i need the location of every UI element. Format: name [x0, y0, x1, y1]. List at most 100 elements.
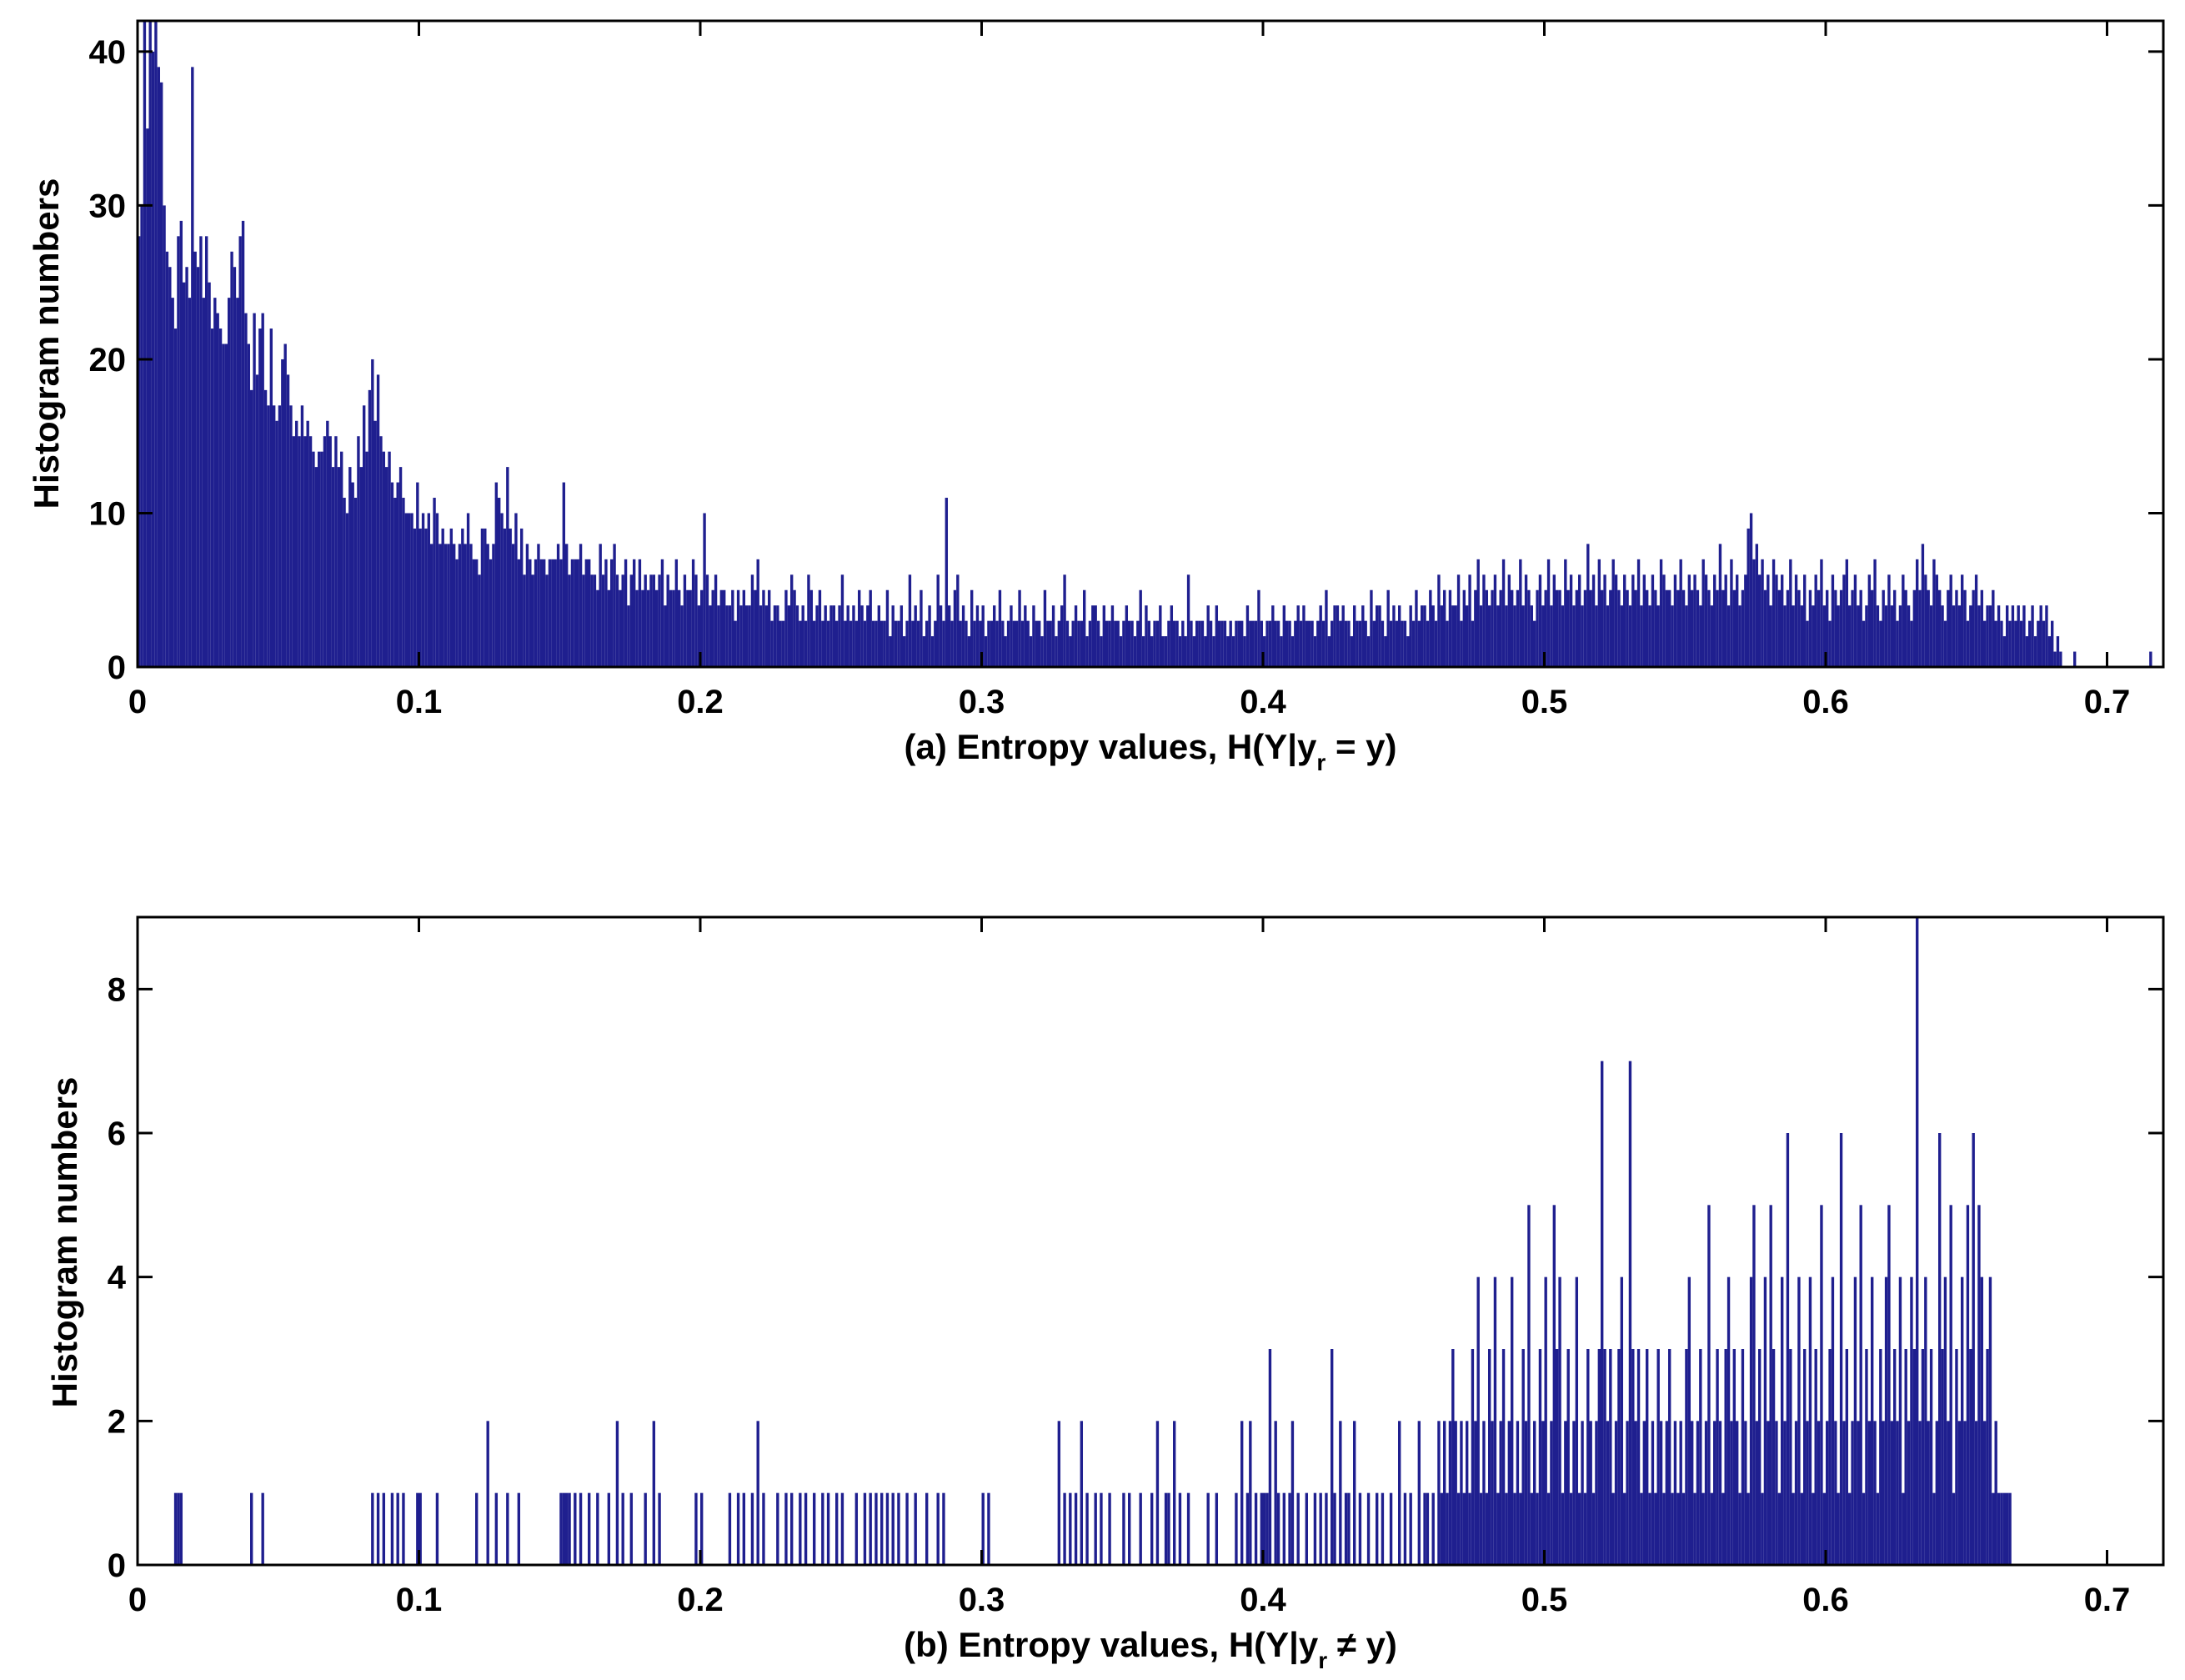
histogram-bar — [306, 420, 309, 667]
histogram-bar — [1451, 1349, 1455, 1565]
histogram-bar — [1409, 605, 1412, 667]
histogram-bar — [610, 559, 614, 667]
histogram-bar — [799, 620, 802, 667]
histogram-bar — [1364, 620, 1367, 667]
histogram-bar — [579, 544, 583, 667]
histogram-bar — [1566, 1349, 1570, 1565]
histogram-bar — [1071, 620, 1075, 667]
histogram-bar — [424, 528, 428, 667]
histogram-bar — [1268, 1349, 1272, 1565]
histogram-bar — [1440, 605, 1444, 667]
histogram-bar — [1867, 1421, 1872, 1565]
histogram-bar — [1524, 1421, 1528, 1565]
histogram-bar — [1763, 589, 1767, 667]
histogram-bar — [1282, 1492, 1286, 1565]
histogram-bar — [1057, 1421, 1061, 1565]
histogram-bar — [475, 559, 479, 667]
histogram-bar — [1842, 574, 1846, 667]
histogram-bar — [1797, 589, 1801, 667]
histogram-bar — [466, 513, 470, 667]
histogram-bar — [261, 1492, 264, 1565]
histogram-bar — [1155, 620, 1160, 667]
histogram-bar — [292, 436, 296, 667]
histogram-bar — [1226, 636, 1230, 667]
histogram-bar — [1707, 1205, 1711, 1565]
histogram-bar — [1713, 574, 1716, 667]
histogram-bar — [1437, 574, 1441, 667]
histogram-bar — [846, 605, 849, 667]
histogram-bar — [1491, 1421, 1494, 1565]
histogram-bar — [1237, 620, 1241, 667]
histogram-bar — [1671, 1492, 1674, 1565]
histogram-bar — [885, 589, 890, 667]
histogram-bar — [1988, 1276, 1992, 1565]
axes-frame-b — [136, 915, 2165, 1567]
histogram-bar — [1378, 605, 1381, 667]
histogram-bar — [1879, 620, 1882, 667]
histogram-bar — [517, 1492, 521, 1565]
histogram-bar — [236, 298, 239, 667]
histogram-bar — [1789, 559, 1792, 667]
histogram-bar — [762, 1492, 765, 1565]
histogram-bar — [649, 574, 653, 667]
y-tick-label: 40 — [89, 34, 127, 71]
histogram-bar — [584, 559, 589, 667]
histogram-bar — [641, 589, 644, 667]
histogram-bar — [1299, 620, 1303, 667]
histogram-bar — [1507, 574, 1511, 667]
histogram-bar — [1583, 589, 1587, 667]
histogram-bar — [588, 559, 591, 667]
histogram-bar — [1755, 1421, 1759, 1565]
histogram-bar — [764, 605, 769, 667]
histogram-bar — [1651, 574, 1655, 667]
histogram-bar — [1656, 1349, 1660, 1565]
histogram-bar — [1876, 1492, 1880, 1565]
histogram-bar — [1943, 1276, 1947, 1565]
histogram-bar — [475, 1492, 479, 1565]
histogram-bar — [1736, 574, 1739, 667]
histogram-bar — [1980, 589, 1984, 667]
histogram-panel-b: 0 0.1 0.2 0.3 0.4 0.5 0.6 0.7 0 2 4 6 8 Histogram nu… — [45, 915, 2165, 1673]
histogram-bar — [1929, 605, 1933, 667]
histogram-bar — [697, 605, 701, 667]
histogram-bar — [433, 498, 436, 667]
y-tick-label: 8 — [108, 971, 126, 1008]
histogram-bar — [365, 451, 368, 667]
histogram-bar — [1519, 1492, 1522, 1565]
x-axis-label-b-pre: (b) Entropy values, H(Y|y — [904, 1625, 1319, 1665]
histogram-bar — [1049, 620, 1052, 667]
histogram-bar — [261, 313, 264, 667]
histogram-bar — [840, 574, 844, 667]
histogram-bar — [511, 544, 515, 667]
histogram-bar — [1744, 574, 1747, 667]
histogram-bar — [1218, 620, 1221, 667]
histogram-bar — [1912, 1349, 1917, 1565]
histogram-bar — [1803, 574, 1807, 667]
histogram-bar — [199, 236, 203, 668]
histogram-bar — [1204, 636, 1207, 667]
histogram-bar — [1139, 589, 1142, 667]
histogram-bar — [1907, 605, 1911, 667]
histogram-bar — [1331, 1349, 1334, 1565]
histogram-bar — [1726, 1276, 1731, 1565]
histogram-bar — [1245, 605, 1250, 667]
histogram-bar — [1749, 513, 1753, 667]
histogram-bar — [1200, 620, 1205, 667]
histogram-bar — [588, 1492, 591, 1565]
histogram-bar — [1873, 1421, 1877, 1565]
histogram-bar — [1173, 1421, 1176, 1565]
histogram-bar — [208, 282, 211, 667]
histogram-bar — [1873, 559, 1877, 667]
histogram-bar — [218, 328, 223, 667]
y-tick-label: 2 — [108, 1403, 126, 1440]
histogram-bar — [1310, 620, 1314, 667]
histogram-bar — [267, 405, 270, 667]
y-tick-label: 0 — [108, 1547, 126, 1584]
histogram-bar — [2000, 1492, 2003, 1565]
histogram-bar — [728, 1492, 732, 1565]
histogram-bar — [1341, 605, 1345, 667]
histogram-bar — [1100, 636, 1103, 667]
histogram-bar — [664, 605, 667, 667]
histogram-bar — [1527, 1205, 1531, 1565]
histogram-bar — [1589, 1421, 1592, 1565]
